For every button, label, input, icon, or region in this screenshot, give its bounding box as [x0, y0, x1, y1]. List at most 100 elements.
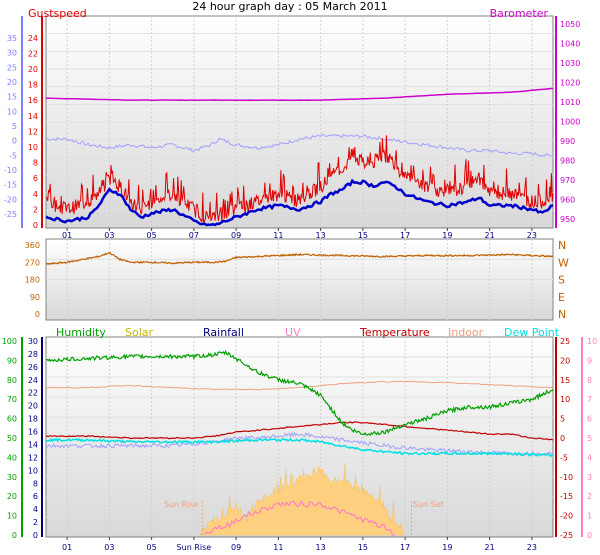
uv-axis-tick-label: 9 [587, 356, 592, 365]
uv-legend: UV [285, 326, 301, 339]
humidity-axis-tick-label: 10 [7, 512, 17, 521]
climate-x-tick-label: 13 [316, 543, 326, 552]
climate-x-tick-label: 17 [400, 543, 410, 552]
rain-axis-tick-label: 30 [28, 337, 38, 346]
outer-series-line [45, 133, 554, 157]
baro-axis-tick-label: 970 [560, 176, 575, 185]
rain-axis-tick-label: 6 [33, 492, 38, 501]
humidity-axis-tick-label: 100 [2, 337, 17, 346]
wind-x-tick-label: 11 [273, 231, 283, 240]
wind-x-tick-label: 21 [485, 231, 495, 240]
compass-tick-label: N [558, 308, 566, 321]
outer-temp-series-line [45, 431, 554, 457]
temperature-axis-tick-label: 15 [560, 376, 570, 385]
temperature-axis-tick-label: -20 [560, 512, 573, 521]
rain-axis-tick-label: 22 [28, 389, 38, 398]
baro-axis-tick-label: 990 [560, 137, 575, 146]
barometer-series-line [45, 87, 554, 101]
gust-axis-tick-label: 16 [28, 96, 38, 105]
humidity-axis-tick-label: 50 [7, 434, 17, 443]
humidity-axis-tick-label: 30 [7, 473, 17, 482]
uv-axis-tick-label: 5 [587, 434, 592, 443]
wind-x-tick-label: 13 [316, 231, 326, 240]
sunrise-annotation: Sun Rise [164, 500, 199, 509]
compass-tick-label: W [558, 256, 569, 269]
outer-axis-tick-label: -10 [4, 166, 17, 175]
temperature-axis-tick-label: 5 [560, 415, 565, 424]
wind-direction-series-line [45, 251, 554, 266]
chart-title: 24 hour graph day : 05 March 2011 [192, 0, 387, 13]
baro-axis-tick-label: 1000 [560, 118, 580, 127]
wind-x-tick-label: 15 [358, 231, 368, 240]
climate-x-tick-label: 19 [442, 543, 452, 552]
outer-axis-tick-label: -20 [4, 195, 17, 204]
gust-axis-tick-label: 14 [28, 112, 38, 121]
uv-axis-tick-label: 10 [587, 337, 597, 346]
temperature-axis-tick-label: -5 [560, 453, 568, 462]
wind-x-tick-label: 09 [231, 231, 241, 240]
direction-axis-tick-label: 90 [30, 293, 40, 302]
dewpoint-legend: Dew Point [504, 326, 560, 339]
baro-axis-tick-label: 950 [560, 215, 575, 224]
humidity-axis-tick-label: 70 [7, 395, 17, 404]
uv-axis-tick-label: 3 [587, 473, 592, 482]
barometer-legend: Barometer [490, 7, 549, 20]
climate-x-tick-label: 23 [527, 543, 537, 552]
humidity-legend: Humidity [56, 326, 106, 339]
wind-x-tick-label: 17 [400, 231, 410, 240]
baro-axis-tick-label: 1050 [560, 20, 580, 29]
outer-axis-tick-label: 20 [7, 78, 17, 87]
rain-axis-tick-label: 20 [28, 402, 38, 411]
humidity-axis-tick-label: 90 [7, 356, 17, 365]
baro-axis-tick-label: 1010 [560, 98, 580, 107]
wind-x-tick-label: 19 [442, 231, 452, 240]
temperature-axis-tick-label: 0 [560, 434, 565, 443]
baro-axis-tick-label: 980 [560, 157, 575, 166]
temperature-axis-tick-label: 20 [560, 356, 570, 365]
humidity-axis-tick-label: 0 [12, 531, 17, 540]
rain-axis-tick-label: 8 [33, 479, 38, 488]
humidity-series-line [45, 349, 554, 437]
dewpoint-series-line [45, 437, 554, 458]
uv-axis-tick-label: 1 [587, 512, 592, 521]
rain-axis-tick-label: 10 [28, 466, 38, 475]
outer-axis-tick-label: 30 [7, 49, 17, 58]
compass-tick-label: E [558, 291, 565, 304]
uv-axis-tick-label: 2 [587, 492, 592, 501]
gust-axis-tick-label: 6 [33, 174, 38, 183]
indoor-legend: Indoor [448, 326, 484, 339]
outer-axis-tick-label: -15 [4, 181, 17, 190]
rain-axis-tick-label: 2 [33, 518, 38, 527]
outer-axis-tick-label: 15 [7, 93, 17, 102]
humidity-axis-tick-label: 60 [7, 415, 17, 424]
uv-axis-tick-label: 8 [587, 376, 592, 385]
indoor-series-line [45, 380, 554, 391]
outer-axis-tick-label: -25 [4, 210, 17, 219]
rain-axis-tick-label: 12 [28, 453, 38, 462]
compass-tick-label: N [558, 239, 566, 252]
wind-x-tick-label: 23 [527, 231, 537, 240]
climate-x-tick-label: 21 [485, 543, 495, 552]
rain-axis-tick-label: 18 [28, 415, 38, 424]
uv-series-line [204, 499, 395, 536]
outer-axis-tick-label: 25 [7, 63, 17, 72]
wind-x-tick-label: 01 [62, 231, 72, 240]
uv-axis-tick-label: 4 [587, 453, 592, 462]
windspeed-series-line [45, 178, 554, 227]
gust-axis-tick-label: 4 [33, 190, 38, 199]
baro-axis-tick-label: 1040 [560, 40, 580, 49]
uv-axis-tick-label: 7 [587, 395, 592, 404]
outer-axis-tick-label: 0 [12, 137, 17, 146]
baro-axis-tick-label: 1020 [560, 79, 580, 88]
humidity-axis-tick-label: 40 [7, 453, 17, 462]
temperature-axis-tick-label: -15 [560, 492, 573, 501]
climate-x-tick-label: 03 [104, 543, 114, 552]
direction-axis-tick-label: 360 [25, 241, 40, 250]
temperature-axis-tick-label: 10 [560, 395, 570, 404]
climate-x-tick-label: 05 [147, 543, 157, 552]
rain-axis-tick-label: 26 [28, 363, 38, 372]
gust-axis-tick-label: 24 [28, 34, 38, 43]
wind-x-tick-label: 05 [147, 231, 157, 240]
compass-tick-label: S [558, 274, 565, 287]
